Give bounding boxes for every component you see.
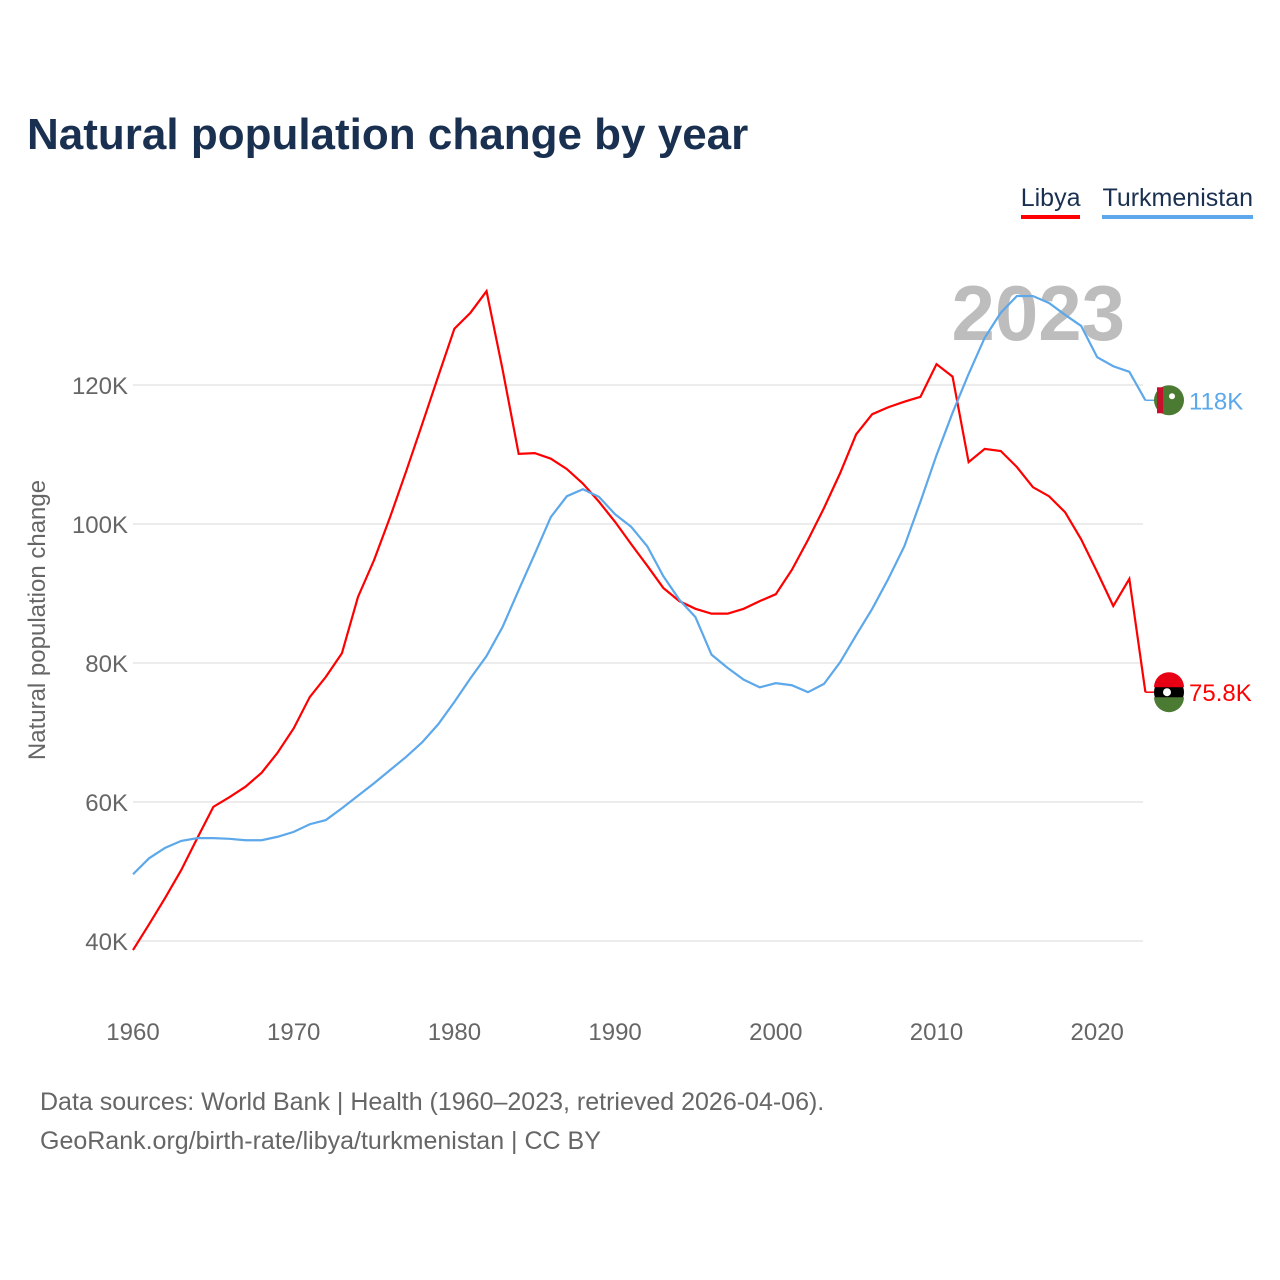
x-tick-label: 1960 (106, 1019, 159, 1046)
y-tick-label: 40K (85, 929, 128, 956)
flag-stripe (1154, 672, 1184, 688)
end-value-label: 118K (1189, 388, 1243, 415)
x-tick-label: 2010 (910, 1019, 963, 1046)
legend-item-turkmenistan[interactable]: Turkmenistan (1102, 184, 1253, 219)
year-watermark: 2023 (951, 269, 1125, 357)
chart-title: Natural population change by year (27, 110, 749, 159)
flag-stripe (1154, 697, 1184, 713)
y-tick-label: 60K (85, 790, 128, 817)
x-tick-label: 2000 (749, 1019, 802, 1046)
data-sources: Data sources: World Bank | Health (1960–… (40, 1088, 825, 1116)
legend-item-libya[interactable]: Libya (1020, 184, 1081, 219)
x-tick-label: 2020 (1071, 1019, 1124, 1046)
y-axis-label: Natural population change (24, 480, 51, 760)
crescent-icon (1163, 688, 1171, 697)
crescent-icon (1169, 393, 1175, 400)
series-line-libya (132, 288, 1147, 951)
y-tick-label: 100K (72, 512, 128, 539)
x-tick-label: 1970 (267, 1019, 320, 1046)
x-tick-label: 1980 (428, 1019, 481, 1046)
flag-stripe (1157, 387, 1163, 414)
series-line-turkmenistan (132, 294, 1147, 876)
y-tick-label: 80K (85, 651, 128, 678)
end-value-label: 75.8K (1189, 680, 1252, 707)
legend: Libya Turkmenistan (1020, 184, 1253, 219)
credit-link[interactable]: GeoRank.org/birth-rate/libya/turkmenista… (40, 1127, 601, 1155)
x-tick-label: 1990 (588, 1019, 641, 1046)
y-tick-label: 120K (72, 373, 128, 400)
